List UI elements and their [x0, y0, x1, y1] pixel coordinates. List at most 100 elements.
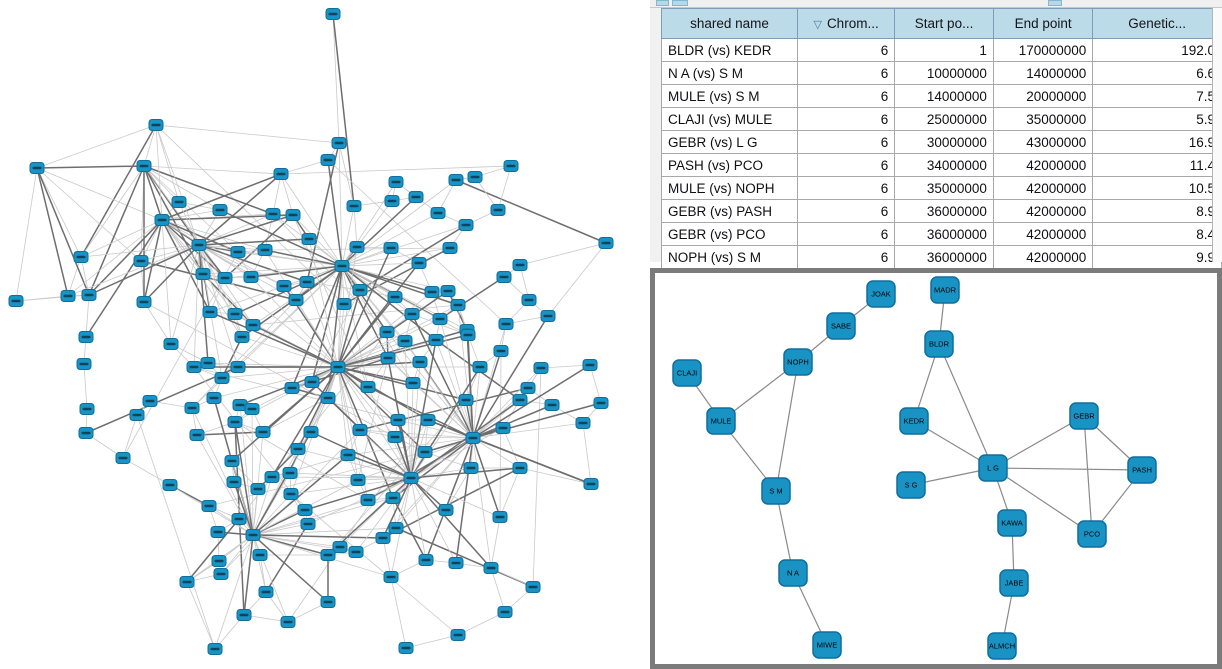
network-node[interactable]	[252, 549, 268, 561]
table-cell[interactable]: CLAJI (vs) MULE	[661, 107, 798, 131]
network-node[interactable]	[179, 576, 195, 588]
network-edge[interactable]	[992, 467, 1093, 535]
network-node[interactable]	[154, 214, 170, 226]
network-node-pco[interactable]: PCO	[1077, 520, 1107, 548]
network-node[interactable]	[332, 541, 348, 553]
table-cell[interactable]: GEBR (vs) PASH	[661, 199, 798, 223]
network-node[interactable]	[78, 427, 94, 439]
network-node[interactable]	[583, 478, 599, 490]
network-node[interactable]	[512, 259, 528, 271]
network-node[interactable]	[483, 562, 499, 574]
table-cell[interactable]: GEBR (vs) L G	[661, 130, 798, 154]
table-cell[interactable]: 42000000	[992, 222, 1094, 246]
table-cell[interactable]: NOPH (vs) S M	[661, 245, 798, 269]
table-row[interactable]: GEBR (vs) L G 6 30000000 43000000 16.9	[661, 130, 1222, 154]
network-node[interactable]	[195, 268, 211, 280]
network-node[interactable]	[463, 462, 479, 474]
network-edge[interactable]	[938, 343, 994, 469]
table-cell[interactable]: 6	[796, 84, 896, 108]
network-node-l-g[interactable]: L G	[978, 454, 1008, 482]
table-cell[interactable]: 42000000	[992, 176, 1094, 200]
network-node-s-m[interactable]: S M	[761, 477, 791, 505]
network-node[interactable]	[458, 394, 474, 406]
table-cell[interactable]: 35000000	[992, 107, 1094, 131]
network-node[interactable]	[450, 299, 466, 311]
network-node[interactable]	[512, 394, 528, 406]
network-node[interactable]	[236, 609, 252, 621]
network-node[interactable]	[384, 195, 400, 207]
network-node[interactable]	[503, 160, 519, 172]
network-node[interactable]	[598, 237, 614, 249]
network-node[interactable]	[290, 443, 306, 455]
network-node[interactable]	[257, 244, 273, 256]
network-node[interactable]	[533, 362, 549, 374]
network-node[interactable]	[387, 291, 403, 303]
network-node[interactable]	[163, 338, 179, 350]
table-cell[interactable]: N A (vs) S M	[661, 61, 798, 85]
table-row[interactable]: MULE (vs) NOPH 6 35000000 42000000 10.5	[661, 176, 1222, 200]
table-cell[interactable]: 42000000	[992, 199, 1094, 223]
network-node[interactable]	[115, 452, 131, 464]
network-node[interactable]	[330, 361, 346, 373]
network-node[interactable]	[200, 357, 216, 369]
network-node[interactable]	[133, 255, 149, 267]
toolbar-button-fragment[interactable]	[1048, 0, 1062, 6]
table-right-scrollbar[interactable]	[1212, 8, 1222, 262]
network-node-claji[interactable]: CLAJI	[672, 359, 702, 387]
network-node[interactable]	[245, 319, 261, 331]
network-node[interactable]	[230, 246, 246, 258]
table-cell[interactable]: 6	[796, 176, 896, 200]
table-row[interactable]: N A (vs) S M 6 10000000 14000000 6.6	[661, 61, 1222, 85]
network-node[interactable]	[284, 382, 300, 394]
network-node[interactable]	[348, 546, 364, 558]
column-header-start-po---[interactable]: Start po...	[894, 8, 994, 39]
network-node[interactable]	[458, 219, 474, 231]
table-cell[interactable]: 10.5	[1092, 176, 1222, 200]
table-cell[interactable]: GEBR (vs) PCO	[661, 222, 798, 246]
network-node[interactable]	[76, 358, 92, 370]
network-node[interactable]	[360, 494, 376, 506]
network-node[interactable]	[303, 426, 319, 438]
network-node-gebr[interactable]: GEBR	[1069, 402, 1099, 430]
network-node[interactable]	[213, 568, 229, 580]
network-node-madr[interactable]: MADR	[930, 276, 960, 304]
network-node[interactable]	[525, 581, 541, 593]
network-node[interactable]	[230, 361, 246, 373]
network-node[interactable]	[388, 176, 404, 188]
table-cell[interactable]: 192.0	[1092, 38, 1222, 62]
network-node[interactable]	[512, 462, 528, 474]
network-node-sabe[interactable]: SABE	[826, 312, 856, 340]
table-cell[interactable]: BLDR (vs) KEDR	[661, 38, 798, 62]
table-cell[interactable]: 16.9	[1092, 130, 1222, 154]
table-cell[interactable]: 42000000	[992, 245, 1094, 269]
table-cell[interactable]: 35000000	[894, 176, 994, 200]
network-node[interactable]	[78, 331, 94, 343]
network-node[interactable]	[331, 137, 347, 149]
network-node[interactable]	[8, 295, 24, 307]
network-node[interactable]	[467, 171, 483, 183]
network-node[interactable]	[189, 429, 205, 441]
network-node-bldr[interactable]: BLDR	[924, 330, 954, 358]
network-node[interactable]	[231, 513, 247, 525]
network-node[interactable]	[349, 241, 365, 253]
network-node[interactable]	[521, 294, 537, 306]
network-node[interactable]	[244, 403, 260, 415]
network-node[interactable]	[360, 381, 376, 393]
network-node[interactable]	[398, 642, 414, 654]
network-node[interactable]	[142, 395, 158, 407]
network-node-miwe[interactable]: MIWE	[812, 631, 842, 659]
network-node[interactable]	[226, 476, 242, 488]
network-node[interactable]	[320, 549, 336, 561]
network-node[interactable]	[280, 616, 296, 628]
table-cell[interactable]: 6	[796, 130, 896, 154]
network-node[interactable]	[255, 426, 271, 438]
network-node[interactable]	[520, 382, 536, 394]
table-cell[interactable]: 1	[894, 38, 994, 62]
network-node[interactable]	[417, 446, 433, 458]
table-cell[interactable]: 6	[796, 38, 896, 62]
network-node[interactable]	[325, 8, 341, 20]
network-node[interactable]	[428, 334, 444, 346]
network-node[interactable]	[411, 257, 427, 269]
network-node[interactable]	[184, 402, 200, 414]
network-node[interactable]	[288, 294, 304, 306]
